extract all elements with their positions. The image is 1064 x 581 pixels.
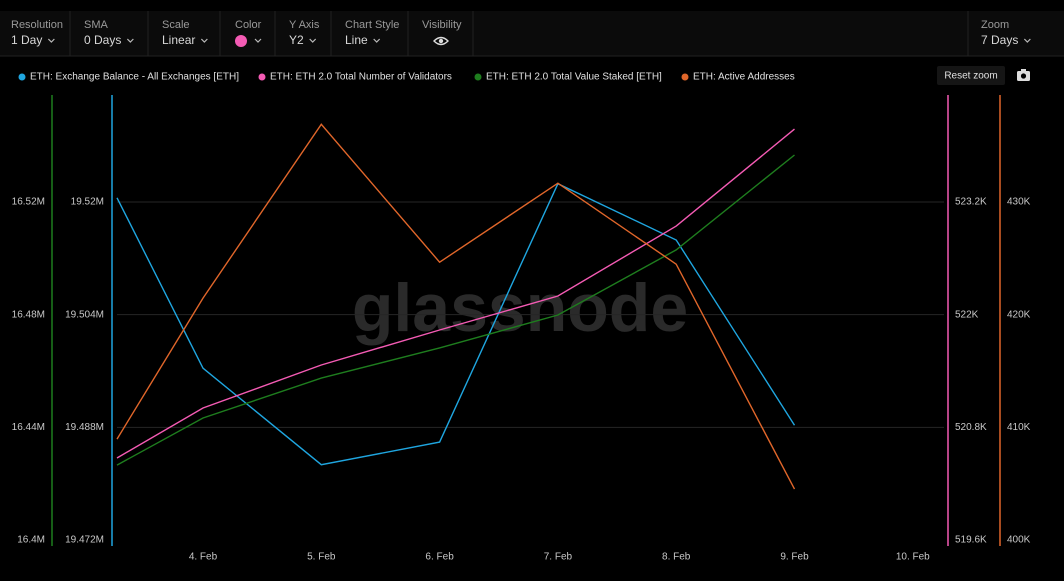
y-tick-label: 19.472M [65, 535, 104, 546]
toolbar-label: Visibility [422, 19, 462, 31]
zoom-value[interactable]: 7 Days [981, 33, 1018, 47]
y-tick-label: 520.8K [955, 422, 987, 433]
chevron [47, 38, 55, 43]
x-tick-label: 9. Feb [780, 552, 809, 563]
y-tick-label: 19.488M [65, 422, 104, 433]
toolbar-value[interactable]: 1 Day [11, 33, 42, 47]
y-tick-label: 16.48M [12, 309, 45, 320]
y-tick-label: 19.504M [65, 309, 104, 320]
y-tick-label: 523.2K [955, 197, 987, 208]
x-tick-label: 8. Feb [662, 552, 691, 563]
camera-icon[interactable] [1017, 69, 1030, 81]
legend-marker[interactable] [474, 73, 482, 81]
series-line [116, 154, 795, 466]
watermark: glassnode [352, 270, 688, 346]
toolbar [0, 11, 1064, 56]
legend-marker[interactable] [18, 73, 26, 81]
y-tick-label: 430K [1007, 197, 1031, 208]
x-tick-label: 10. Feb [896, 552, 930, 563]
toolbar-value[interactable]: Line [345, 33, 368, 47]
y-tick-label: 410K [1007, 422, 1031, 433]
y-tick-label: 400K [1007, 535, 1031, 546]
toolbar-label: SMA [84, 19, 109, 31]
legend-marker[interactable] [681, 73, 689, 81]
x-tick-label: 6. Feb [425, 552, 454, 563]
toolbar-value[interactable]: Y2 [289, 33, 304, 47]
chevron [200, 38, 208, 43]
legend-marker[interactable] [258, 73, 266, 81]
chevron [254, 38, 262, 43]
reset-zoom-button[interactable] [937, 66, 1005, 85]
y-tick-label: 420K [1007, 309, 1031, 320]
series-line [116, 123, 796, 490]
toolbar-label: Resolution [11, 19, 63, 31]
toolbar-label: Chart Style [345, 19, 399, 31]
camera-lens [1020, 73, 1027, 79]
series-line [116, 128, 795, 459]
toolbar-label: Color [235, 19, 262, 31]
chevron [373, 38, 381, 43]
x-tick-label: 7. Feb [544, 552, 573, 563]
camera-top [1021, 69, 1026, 72]
legend-label[interactable]: ETH: Exchange Balance - All Exchanges [E… [30, 72, 239, 83]
chevron [309, 38, 317, 43]
toolbar-label: Scale [162, 19, 190, 31]
legend-label[interactable]: ETH: ETH 2.0 Total Value Staked [ETH] [486, 72, 662, 83]
y-tick-label: 16.4M [17, 535, 45, 546]
chevron [126, 38, 134, 43]
toolbar-value[interactable]: 0 Days [84, 33, 121, 47]
zoom-label: Zoom [981, 19, 1009, 31]
eye-icon[interactable] [433, 36, 449, 46]
eye-pupil [438, 38, 444, 44]
y-tick-label: 519.6K [955, 535, 987, 546]
x-tick-label: 4. Feb [189, 552, 218, 563]
reset-zoom-label[interactable]: Reset zoom [944, 71, 997, 82]
chevron [1023, 38, 1031, 43]
y-tick-label: 16.44M [12, 422, 45, 433]
y-tick-label: 16.52M [12, 197, 45, 208]
legend-label[interactable]: ETH: ETH 2.0 Total Number of Validators [270, 72, 452, 83]
y-tick-label: 19.52M [71, 197, 104, 208]
x-tick-label: 5. Feb [307, 552, 336, 563]
toolbar-label: Y Axis [289, 19, 320, 31]
color-swatch[interactable] [235, 35, 247, 47]
legend-label[interactable]: ETH: Active Addresses [693, 72, 795, 83]
y-tick-label: 522K [955, 309, 979, 320]
toolbar-value[interactable]: Linear [162, 33, 195, 47]
series-line [116, 182, 796, 466]
